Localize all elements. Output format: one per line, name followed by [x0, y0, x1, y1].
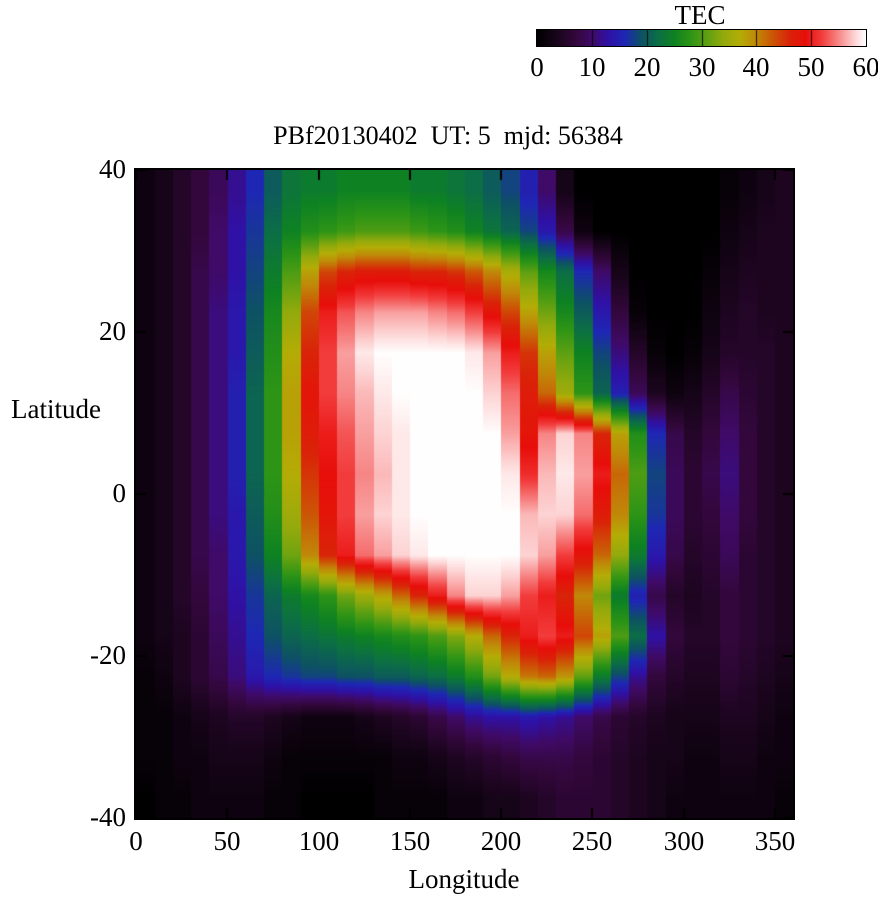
colorbar — [536, 29, 867, 47]
colorbar-tick-label: 0 — [530, 52, 544, 82]
x-tick-label: 200 — [480, 826, 522, 856]
x-tick-label: 50 — [213, 826, 241, 856]
colorbar-tick-label: 20 — [633, 52, 661, 82]
x-tick-label: 300 — [663, 826, 705, 856]
x-tick-label: 100 — [298, 826, 340, 856]
heatmap-plot — [134, 168, 795, 820]
y-tick-label: 20 — [99, 316, 126, 346]
heatmap-canvas — [136, 170, 793, 818]
y-tick-label: 40 — [99, 154, 126, 184]
colorbar-tick-label: 50 — [797, 52, 825, 82]
x-tick-label: 350 — [754, 826, 796, 856]
x-tick-label: 0 — [129, 826, 143, 856]
x-tick-label: 250 — [571, 826, 613, 856]
y-tick-label: -40 — [90, 802, 126, 832]
y-tick-label: -20 — [90, 640, 126, 670]
colorbar-tick-label: 10 — [578, 52, 606, 82]
colorbar-gradient — [537, 30, 866, 46]
plot-title: PBf20130402 UT: 5 mjd: 56384 — [273, 121, 623, 150]
colorbar-tick-label: 40 — [742, 52, 770, 82]
y-axis-label: Latitude — [11, 394, 101, 424]
colorbar-tick-label: 30 — [688, 52, 716, 82]
x-tick-label: 150 — [389, 826, 431, 856]
colorbar-title: TEC — [674, 0, 726, 30]
y-tick-label: 0 — [112, 478, 127, 508]
colorbar-tick-label: 60 — [852, 52, 878, 82]
x-axis-label: Longitude — [408, 864, 520, 894]
